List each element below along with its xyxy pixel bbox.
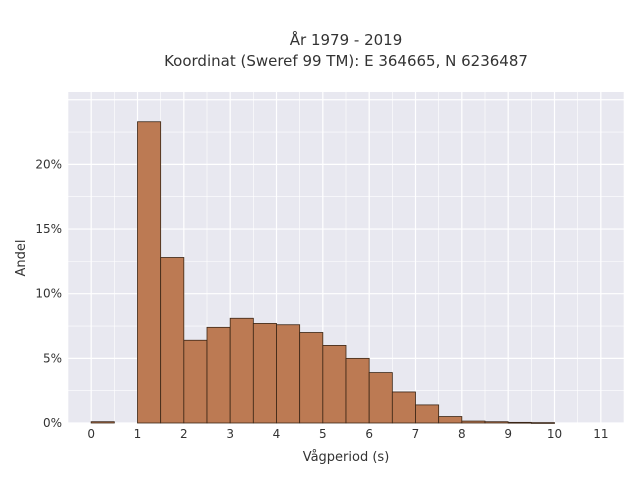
histogram-bar [530, 422, 555, 424]
histogram-bar [368, 372, 393, 424]
x-tick-label: 7 [412, 427, 420, 441]
histogram-bar [90, 421, 115, 424]
y-tick-label: 10% [35, 287, 62, 301]
histogram-bar [345, 357, 370, 424]
histogram-bar [252, 323, 277, 424]
x-tick-label: 9 [504, 427, 512, 441]
y-tick-label: 15% [35, 222, 62, 236]
histogram-bar [322, 345, 347, 424]
histogram-bar [206, 326, 231, 424]
y-tick-label: 0% [43, 416, 62, 430]
chart-subtitle: Koordinat (Sweref 99 TM): E 364665, N 62… [164, 52, 528, 70]
histogram-bar [229, 317, 254, 424]
x-tick-label: 4 [273, 427, 281, 441]
histogram-bar [438, 416, 463, 424]
chart-title: År 1979 - 2019 [290, 30, 403, 49]
x-tick-label: 1 [134, 427, 142, 441]
x-axis-title: Vågperiod (s) [303, 450, 390, 465]
histogram-bar [391, 391, 416, 424]
histogram-bar [415, 404, 440, 424]
y-tick-labels: 0% 5% 10% 15% 20% [35, 157, 62, 430]
x-tick-labels: 0 1 2 3 4 5 6 7 8 9 10 11 [87, 427, 608, 441]
histogram-bar [276, 324, 301, 424]
bars [90, 121, 555, 424]
y-tick-label: 5% [43, 351, 62, 365]
histogram-bar [299, 332, 324, 424]
x-tick-label: 5 [319, 427, 327, 441]
x-tick-label: 0 [87, 427, 95, 441]
x-tick-label: 2 [180, 427, 188, 441]
histogram-bar [137, 121, 162, 424]
histogram-bar [160, 257, 185, 424]
x-tick-label: 3 [226, 427, 234, 441]
x-tick-label: 6 [365, 427, 373, 441]
y-tick-label: 20% [35, 157, 62, 171]
histogram-bar [183, 339, 208, 424]
y-axis-title: Andel [14, 240, 29, 277]
histogram-bar [507, 421, 532, 424]
x-tick-label: 10 [547, 427, 562, 441]
histogram-bar [484, 421, 509, 424]
histogram-bar [461, 420, 486, 424]
x-tick-label: 11 [593, 427, 608, 441]
x-tick-label: 8 [458, 427, 466, 441]
